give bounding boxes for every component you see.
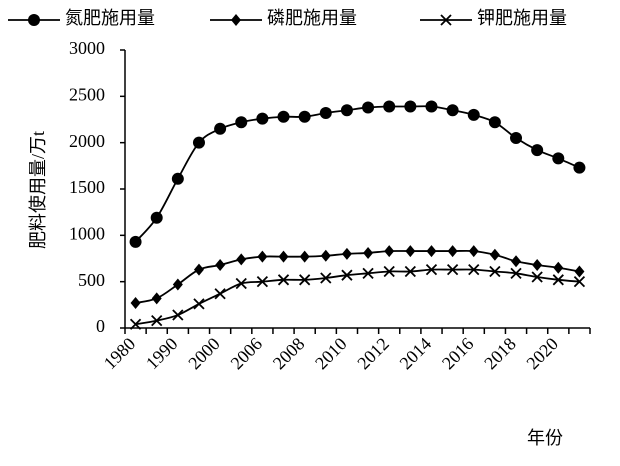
marker xyxy=(320,272,332,284)
y-tick-label: 0 xyxy=(96,316,105,336)
marker xyxy=(236,253,247,266)
marker xyxy=(383,265,395,278)
legend-label: 磷肥施用量 xyxy=(267,8,357,28)
series-line xyxy=(135,268,580,326)
marker xyxy=(532,258,543,271)
marker xyxy=(257,250,268,263)
marker xyxy=(510,132,523,145)
marker xyxy=(404,100,417,113)
x-axis-label: 年份 xyxy=(527,428,563,448)
x-tick-label: 2010 xyxy=(311,334,351,374)
marker xyxy=(320,249,331,262)
marker xyxy=(278,250,289,263)
x-tick-label: 2006 xyxy=(227,334,267,374)
marker xyxy=(130,296,141,309)
y-tick-label: 3000 xyxy=(69,38,105,58)
y-axis-label: 肥料使用量/万t xyxy=(28,131,48,249)
marker xyxy=(151,292,162,305)
marker xyxy=(467,108,480,121)
x-tick-label: 2018 xyxy=(480,334,520,374)
marker xyxy=(172,278,183,291)
marker xyxy=(531,271,543,283)
marker xyxy=(384,245,395,258)
marker xyxy=(552,152,565,165)
x-tick-label: 2008 xyxy=(269,334,309,374)
marker xyxy=(214,122,227,135)
marker xyxy=(426,245,437,258)
marker xyxy=(383,100,396,113)
marker xyxy=(172,309,184,321)
x-tick-label: 2012 xyxy=(353,334,393,374)
marker xyxy=(553,261,564,274)
marker xyxy=(425,263,438,276)
marker xyxy=(405,245,416,258)
x-tick-label: 2020 xyxy=(522,334,562,374)
marker xyxy=(235,116,248,129)
marker xyxy=(488,116,501,129)
marker xyxy=(299,250,310,263)
marker xyxy=(298,110,311,123)
marker xyxy=(574,265,585,278)
x-tick-label: 2016 xyxy=(438,334,478,374)
legend-marker xyxy=(28,14,40,26)
marker xyxy=(215,258,226,271)
legend-marker xyxy=(231,14,241,26)
marker xyxy=(573,276,586,288)
marker xyxy=(404,265,416,278)
marker xyxy=(446,263,459,276)
x-tick-label: 2000 xyxy=(184,334,224,374)
marker xyxy=(150,211,163,224)
x-tick-label: 1980 xyxy=(100,334,140,374)
marker xyxy=(129,318,142,330)
marker xyxy=(235,277,247,290)
marker xyxy=(319,107,332,120)
marker xyxy=(362,101,375,114)
marker xyxy=(193,298,205,310)
series-line xyxy=(135,249,580,304)
y-tick-label: 1500 xyxy=(69,177,105,197)
marker xyxy=(256,112,269,125)
marker xyxy=(299,274,311,286)
marker xyxy=(256,276,269,288)
legend-label: 氮肥施用量 xyxy=(65,8,155,28)
marker xyxy=(192,136,205,149)
marker xyxy=(362,267,374,279)
marker xyxy=(341,269,353,281)
x-tick-label: 1990 xyxy=(142,334,182,374)
marker xyxy=(510,267,522,279)
marker xyxy=(552,274,564,286)
marker xyxy=(489,265,501,278)
marker xyxy=(573,161,586,174)
marker xyxy=(341,247,352,260)
series-line xyxy=(134,105,580,243)
y-tick-label: 2000 xyxy=(69,131,105,151)
marker xyxy=(447,245,458,258)
marker xyxy=(277,274,290,286)
marker xyxy=(171,172,184,185)
y-tick-label: 2500 xyxy=(69,84,105,104)
marker xyxy=(363,246,374,259)
marker xyxy=(446,104,459,117)
x-tick-label: 2014 xyxy=(396,334,436,374)
y-tick-label: 1000 xyxy=(69,223,105,243)
marker xyxy=(425,100,438,113)
marker xyxy=(193,263,204,276)
marker xyxy=(340,104,353,117)
marker xyxy=(151,314,163,327)
marker xyxy=(489,248,500,261)
legend-label: 钾肥施用量 xyxy=(477,8,567,28)
marker xyxy=(129,235,142,248)
marker xyxy=(468,263,480,276)
marker xyxy=(214,288,226,300)
marker xyxy=(468,245,479,258)
marker xyxy=(277,110,290,123)
legend-marker xyxy=(440,14,452,26)
y-tick-label: 500 xyxy=(78,270,105,290)
marker xyxy=(531,144,544,157)
marker xyxy=(511,255,522,268)
